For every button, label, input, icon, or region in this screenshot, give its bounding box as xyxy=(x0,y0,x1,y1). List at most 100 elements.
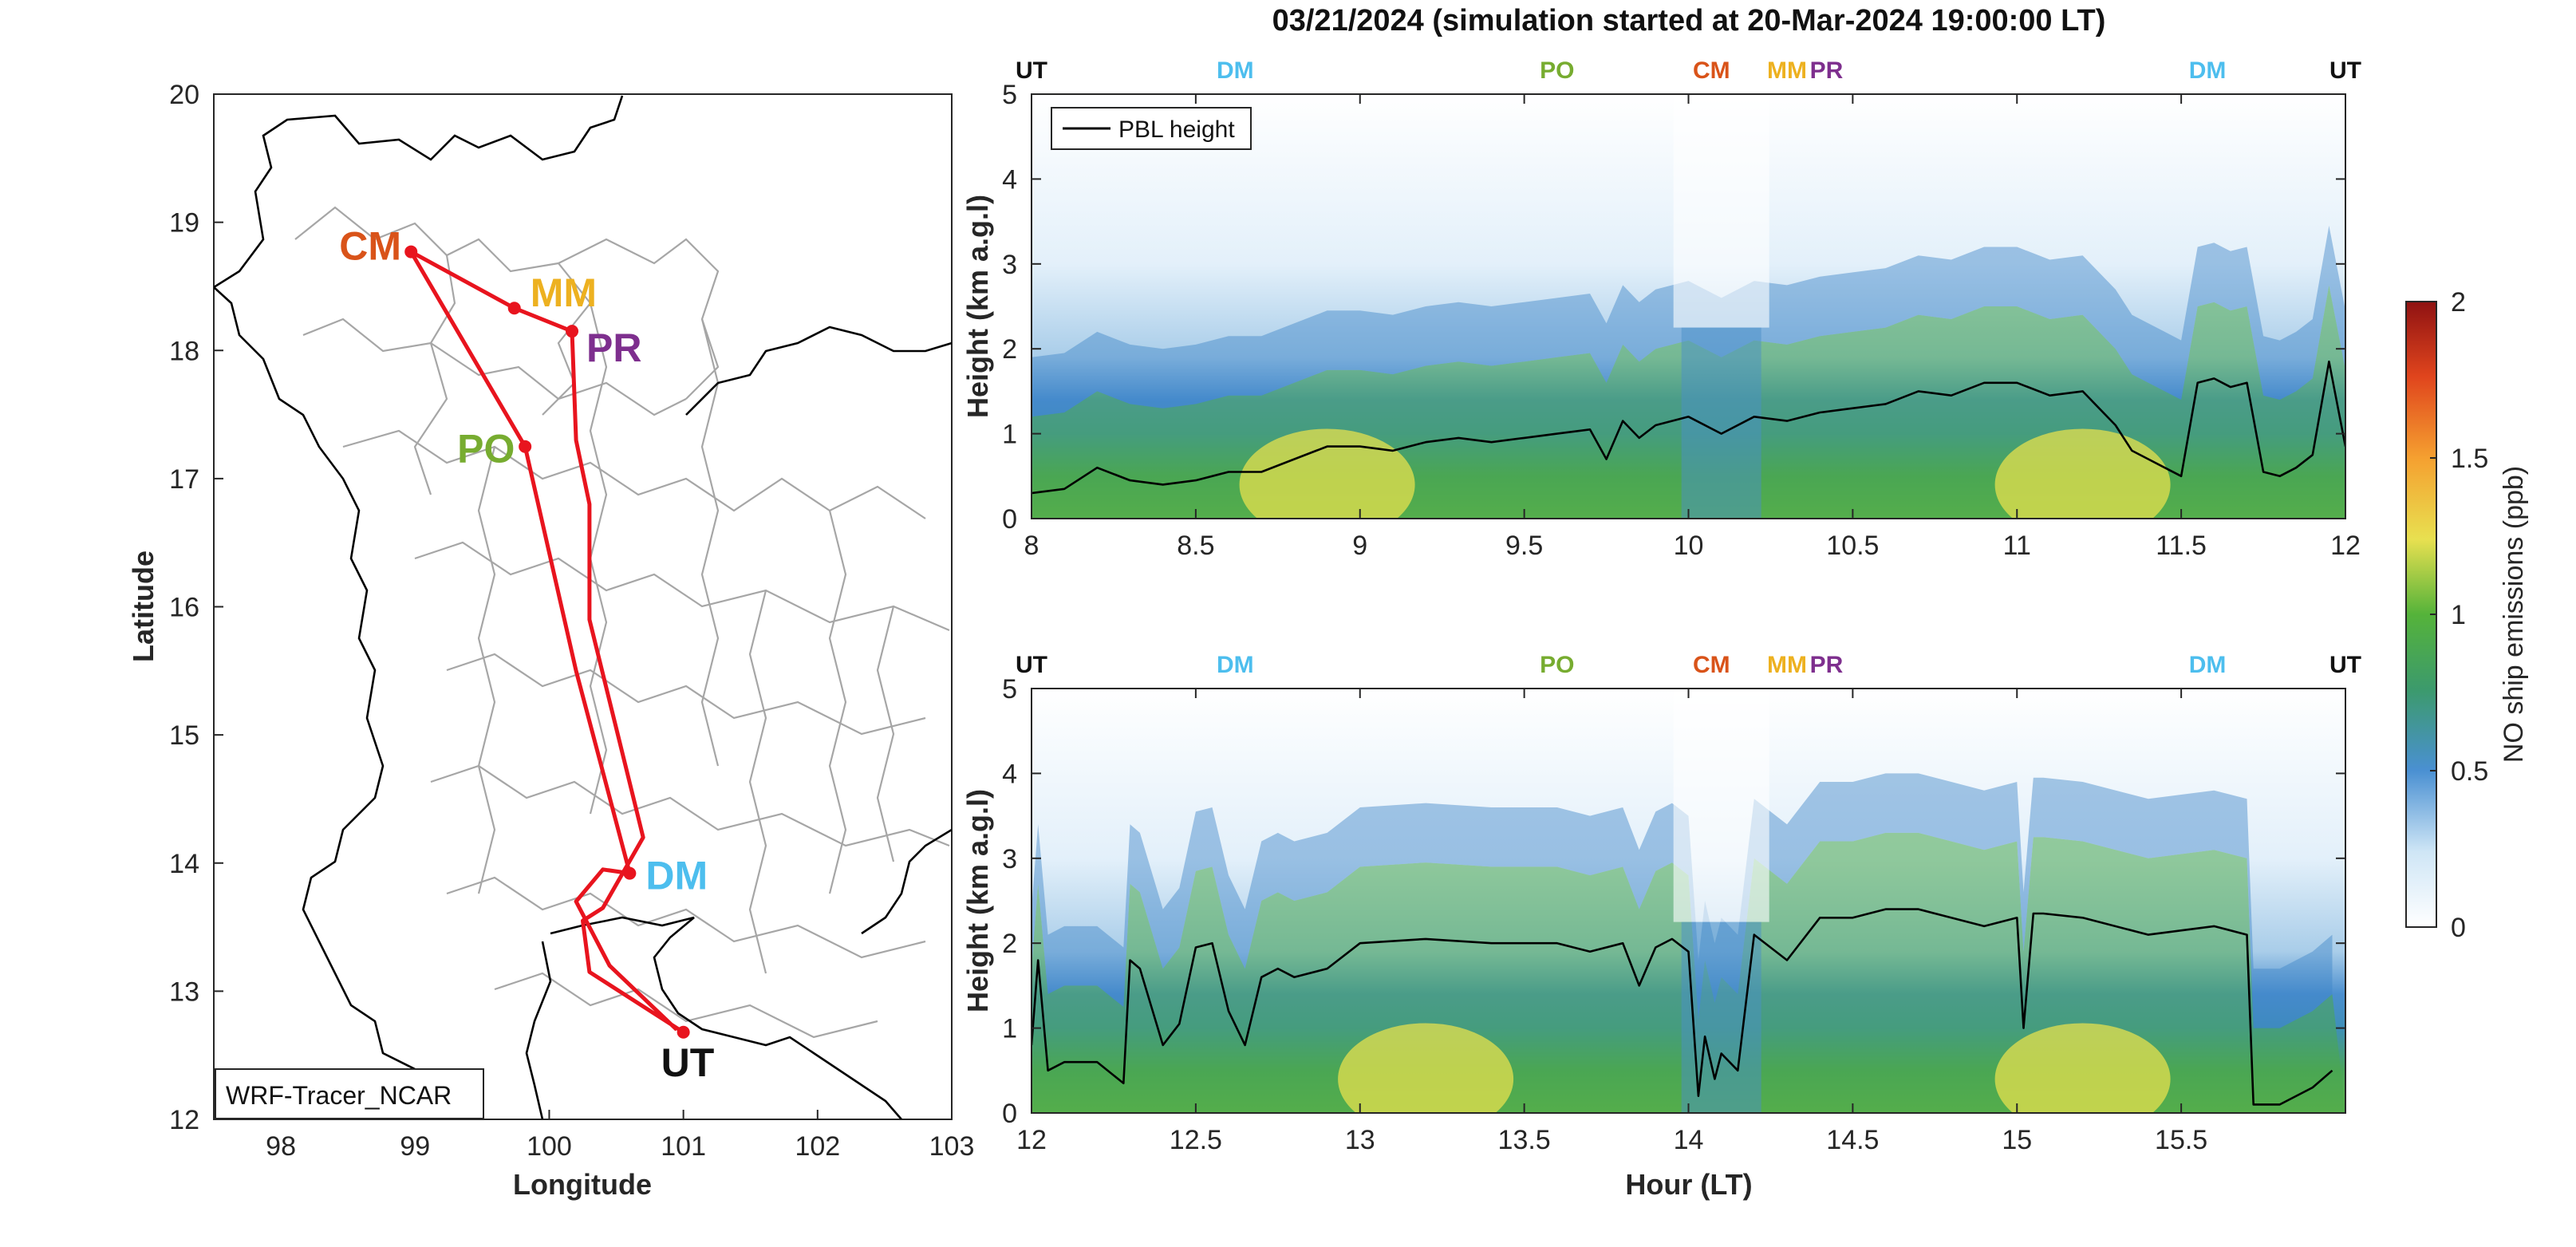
colorbar: 0 0.5 1 1.5 2 NO ship emissions (ppb) xyxy=(2405,287,2529,943)
p1-x-tick-label: 11.5 xyxy=(2156,531,2207,561)
p1-x-tick-label: 12 xyxy=(2330,531,2361,561)
station-marker-ut xyxy=(677,1025,690,1039)
p2-low-column-0 xyxy=(1681,921,1761,1113)
colorbar-label: NO ship emissions (ppb) xyxy=(2499,466,2529,763)
station-marker-mm xyxy=(507,302,521,315)
p1-station-dm: DM xyxy=(2189,57,2227,84)
country-outline xyxy=(214,95,952,1119)
p2-station-cm: CM xyxy=(1693,652,1730,678)
p2-x-tick-label: 15.5 xyxy=(2155,1125,2207,1155)
p2-y-tick-label: 0 xyxy=(1002,1099,1017,1129)
p2-x-tick-label: 14 xyxy=(1674,1125,1704,1155)
p2-high-spot-0 xyxy=(1338,1023,1514,1113)
p1-station-pr: PR xyxy=(1810,57,1844,84)
p2-x-tick-label: 13 xyxy=(1345,1125,1375,1155)
heatmap-1-ylabel: Height (km a.g.l) xyxy=(961,195,994,418)
station-label-cm: CM xyxy=(339,224,401,269)
p2-y-tick-label: 5 xyxy=(1002,674,1017,704)
p2-blue-band xyxy=(1032,773,2333,1028)
figure-title: 03/21/2024 (simulation started at 20-Mar… xyxy=(1272,4,2106,37)
model-label: WRF-Tracer_NCAR xyxy=(226,1081,452,1110)
map-y-tick-label: 16 xyxy=(169,593,199,623)
p2-x-tick-label: 14.5 xyxy=(1826,1125,1879,1155)
station-marker-dm xyxy=(623,866,637,880)
p2-x-tick-label: 12.5 xyxy=(1170,1125,1222,1155)
station-label-po: PO xyxy=(457,427,515,472)
station-marker-pr xyxy=(566,325,579,338)
pbl-legend: PBL height xyxy=(1051,107,1252,150)
map-y-tick-label: 14 xyxy=(169,849,199,879)
colorbar-tick-label: 0.5 xyxy=(2451,756,2488,787)
p2-station-po: PO xyxy=(1540,652,1574,678)
colorbar-tick-label: 0 xyxy=(2451,913,2466,943)
heatmap-2-xlabel: Hour (LT) xyxy=(1625,1168,1752,1201)
p2-y-tick-label: 1 xyxy=(1002,1014,1017,1044)
p2-x-tick-label: 15 xyxy=(2002,1125,2032,1155)
map-y-tick-label: 17 xyxy=(169,464,199,495)
heatmap-1-blobs xyxy=(1032,94,2345,519)
p2-station-dm: DM xyxy=(1217,652,1254,678)
map-x-tick-label: 100 xyxy=(527,1131,572,1162)
p2-y-tick-label: 3 xyxy=(1002,844,1017,874)
heatmap-2-y-ticks: 0 1 2 3 4 5 xyxy=(1002,674,2345,1129)
p1-y-tick-label: 0 xyxy=(1002,504,1017,535)
map-y-tick-label: 18 xyxy=(169,336,199,366)
station-label-pr: PR xyxy=(586,326,641,370)
map-x-ticks: 98 99 100 101 102 103 xyxy=(266,1110,974,1162)
p1-x-tick-label: 10 xyxy=(1674,531,1704,561)
province-boundaries xyxy=(294,206,950,1039)
colorbar-tick-label: 2 xyxy=(2451,287,2466,318)
colorbar-tick-label: 1.5 xyxy=(2451,444,2488,474)
colorbar-ticks: 0 0.5 1 1.5 2 xyxy=(2430,287,2488,943)
p1-y-tick-label: 3 xyxy=(1002,250,1017,280)
pbl-line-1 xyxy=(1032,360,2345,495)
p1-station-po: PO xyxy=(1540,57,1574,84)
p2-station-ut: UT xyxy=(1016,652,1047,678)
p1-station-ut: UT xyxy=(1016,57,1047,84)
p1-clean-column-0 xyxy=(1673,94,1769,328)
p2-x-tick-label: 13.5 xyxy=(1498,1125,1551,1155)
station-marker-cm xyxy=(404,245,418,258)
p2-y-tick-label: 4 xyxy=(1002,759,1017,789)
colorbar-tick-label: 1 xyxy=(2451,600,2466,630)
p2-station-ut: UT xyxy=(2329,652,2361,678)
pbl-line-2 xyxy=(1032,908,2333,1106)
p1-low-column-0 xyxy=(1681,327,1761,519)
map-x-tick-label: 102 xyxy=(795,1131,840,1162)
map-y-tick-label: 20 xyxy=(169,80,199,110)
p1-x-tick-label: 8 xyxy=(1024,531,1039,561)
p1-high-spot-1 xyxy=(1994,428,2171,519)
heatmap-1-y-ticks: 0 1 2 3 4 5 xyxy=(1002,80,2345,535)
station-label-ut: UT xyxy=(661,1040,715,1085)
map-panel: CM MM PR PO DM UT 98 99 100 101 102 103 12 13 14 15 16… xyxy=(127,80,974,1201)
map-y-tick-label: 13 xyxy=(169,977,199,1007)
heatmap-2-station-marks: UT DM PO CM MM PR DM UT xyxy=(1016,652,2361,678)
p1-station-mm: MM xyxy=(1767,57,1807,84)
p1-station-dm: DM xyxy=(1217,57,1254,84)
p1-x-tick-label: 8.5 xyxy=(1177,531,1214,561)
map-x-tick-label: 99 xyxy=(400,1131,430,1162)
map-x-tick-label: 103 xyxy=(929,1131,975,1162)
p1-x-tick-label: 10.5 xyxy=(1826,531,1879,561)
p2-station-pr: PR xyxy=(1810,652,1844,678)
p1-high-spot-0 xyxy=(1239,428,1415,519)
map-y-tick-label: 15 xyxy=(169,720,199,751)
map-frame xyxy=(213,93,953,1120)
station-label-mm: MM xyxy=(531,270,597,315)
p1-y-tick-label: 5 xyxy=(1002,80,1017,110)
p1-station-ut: UT xyxy=(2329,57,2361,84)
p2-high-spot-1 xyxy=(1994,1023,2171,1113)
model-label-box xyxy=(215,1068,484,1119)
heatmap-1-x-ticks: 8 8.5 9 9.5 10 10.5 11 11.5 12 xyxy=(1024,94,2361,561)
heatmap-2-x-ticks: 12 12.5 13 13.5 14 14.5 15 15.5 xyxy=(1016,689,2207,1155)
p1-y-tick-label: 2 xyxy=(1002,334,1017,365)
p1-y-tick-label: 1 xyxy=(1002,420,1017,450)
p2-y-tick-label: 2 xyxy=(1002,929,1017,959)
p1-y-tick-label: 4 xyxy=(1002,164,1017,195)
p2-clean-column-0 xyxy=(1673,689,1769,922)
heatmap-2-blobs xyxy=(1032,689,2345,1113)
p2-station-dm: DM xyxy=(2189,652,2227,678)
map-x-tick-label: 98 xyxy=(266,1131,296,1162)
